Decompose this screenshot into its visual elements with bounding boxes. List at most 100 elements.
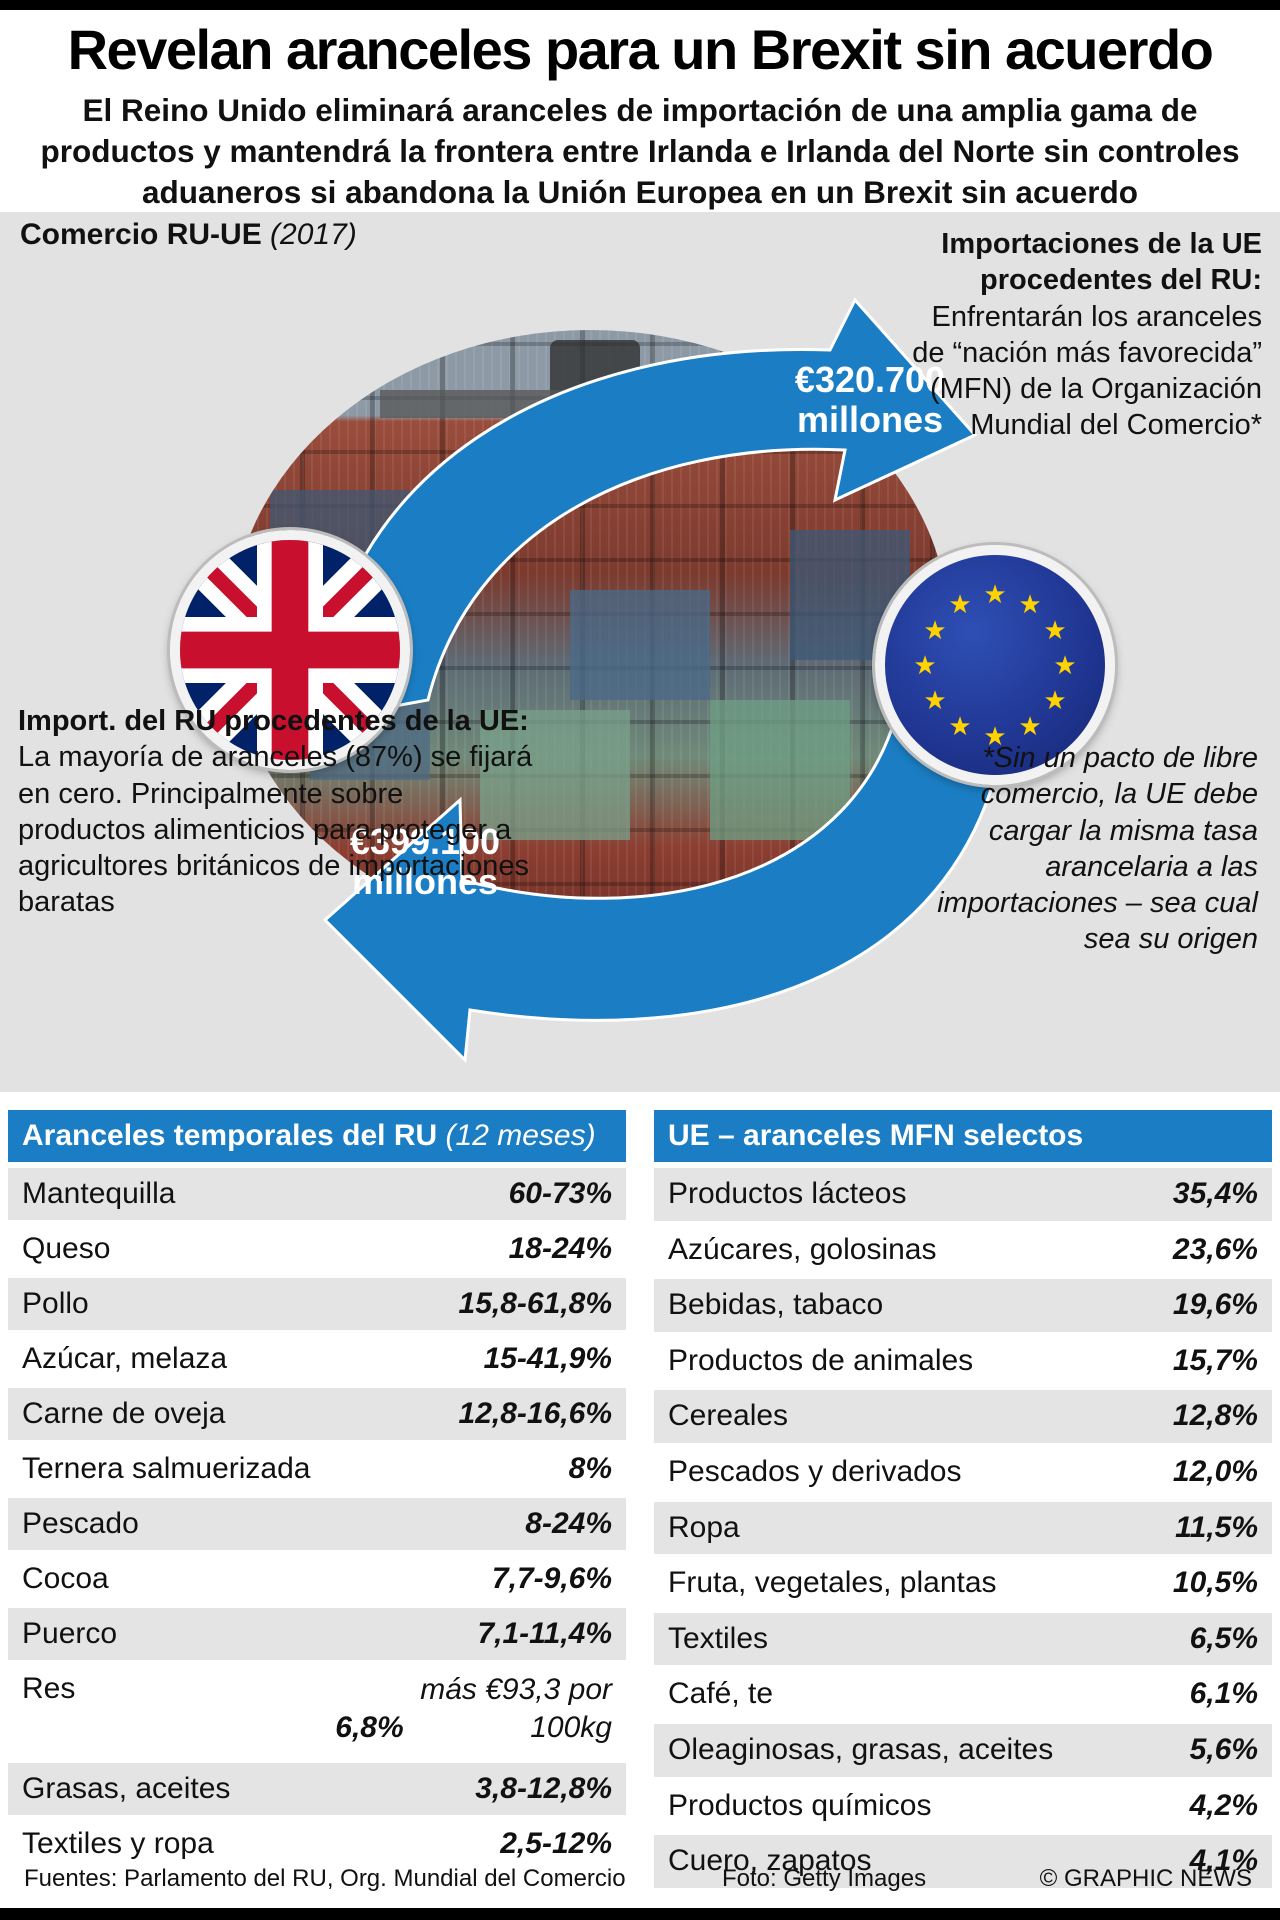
svg-text:★: ★ xyxy=(1053,651,1076,681)
row-value: 5,6% xyxy=(1189,1732,1258,1766)
table-row: Productos químicos 4,2% xyxy=(654,1779,1272,1836)
row-value: 10,5% xyxy=(1172,1566,1258,1600)
row-value: 15,7% xyxy=(1172,1343,1258,1377)
uk-table-title: Aranceles temporales del RU xyxy=(22,1119,438,1152)
row-label: Café, te xyxy=(668,1677,774,1711)
table-row: Pescado 8-24% xyxy=(8,1498,626,1553)
table-row: Cereales 12,8% xyxy=(654,1390,1272,1446)
subheadline: El Reino Unido eliminará aranceles de im… xyxy=(40,92,1240,210)
table-row: Cuero, zapatos 4,1% xyxy=(654,1835,1272,1891)
table-row: Carne de oveja 12,8-16,6% xyxy=(8,1388,626,1443)
table-row: Ternera salmuerizada 8% xyxy=(8,1443,626,1498)
uk-tariff-table: Mantequilla 60-73% Queso 18-24% Pollo 15,8-… xyxy=(8,1168,626,1873)
row-label: Azúcar, melaza xyxy=(22,1342,228,1375)
row-value: 15,8-61,8% xyxy=(458,1287,612,1320)
svg-text:★: ★ xyxy=(948,712,971,742)
row-label: Pescados y derivados xyxy=(668,1454,962,1488)
row-value: 8-24% xyxy=(525,1507,612,1540)
import-amount-value: €399.100 xyxy=(349,821,501,862)
row-value: 23,6% xyxy=(1172,1232,1258,1266)
eu-table-title: UE – aranceles MFN selectos xyxy=(668,1119,1084,1152)
row-value: 12,8% xyxy=(1172,1399,1258,1433)
uk-import-heading: Import. del RU procedentes de la UE: xyxy=(18,705,529,737)
uk-import-description: Import. del RU procedentes de la UE: La … xyxy=(18,703,538,921)
row-value-main: 6,8% xyxy=(335,1711,404,1744)
row-value: 35,4% xyxy=(1172,1177,1258,1210)
trade-title-text: Comercio RU-UE xyxy=(20,218,262,251)
uk-table-period: (12 meses) xyxy=(445,1119,596,1152)
footnote: *Sin un pacto de libre comercio, la UE d… xyxy=(937,742,1258,956)
table-row: Azúcares, golosinas 23,6% xyxy=(654,1223,1272,1280)
row-value: 7,7-9,6% xyxy=(491,1562,612,1595)
eu-tariff-table: Productos lácteos 35,4% Azúcares, golosin… xyxy=(654,1168,1272,1891)
row-label: Mantequilla xyxy=(22,1177,176,1210)
svg-text:★: ★ xyxy=(1018,590,1041,620)
row-label: Oleaginosas, grasas, aceites xyxy=(668,1732,1054,1766)
row-label: Grasas, aceites xyxy=(22,1772,231,1805)
row-value: 18-24% xyxy=(508,1232,612,1265)
svg-text:★: ★ xyxy=(913,651,936,681)
footer-copyright: © GRAPHIC NEWS xyxy=(1039,1865,1252,1892)
headline: Revelan aranceles para un Brexit sin acu… xyxy=(67,18,1214,81)
table-row: Textiles y ropa 2,5-12% xyxy=(8,1818,626,1873)
table-row: Puerco 7,1-11,4% xyxy=(8,1608,626,1663)
table-row: Mantequilla 60-73% xyxy=(8,1168,626,1223)
svg-text:★: ★ xyxy=(923,616,946,646)
row-label: Ropa xyxy=(668,1510,740,1544)
table-row: Café, te 6,1% xyxy=(654,1668,1272,1724)
top-rule xyxy=(0,0,1280,10)
eu-flag-icon: ★ ★ ★ ★ ★ ★ ★ ★ ★ ★ ★ ★ xyxy=(875,545,1115,785)
eu-table-header: UE – aranceles MFN selectos xyxy=(654,1110,1272,1162)
row-label: Queso xyxy=(22,1232,111,1265)
table-row: Res 6,8% más €93,3 por 100kg xyxy=(8,1663,626,1763)
row-value: 12,8-16,6% xyxy=(458,1397,612,1430)
row-label: Cereales xyxy=(668,1399,789,1433)
table-row: Bebidas, tabaco 19,6% xyxy=(654,1279,1272,1335)
table-row: Azúcar, melaza 15-41,9% xyxy=(8,1333,626,1388)
row-label: Carne de oveja xyxy=(22,1397,226,1430)
row-label: Fruta, vegetales, plantas xyxy=(668,1566,997,1600)
row-value-extra: más €93,3 por 100kg xyxy=(420,1673,612,1744)
svg-text:★: ★ xyxy=(1043,616,1066,646)
row-value: 6,8% más €93,3 por 100kg xyxy=(335,1663,612,1747)
eu-import-heading: Importaciones de la UE procedentes del R… xyxy=(941,228,1262,297)
row-value: 11,5% xyxy=(1175,1510,1258,1544)
row-value: 4,1% xyxy=(1189,1844,1258,1878)
row-label: Ternera salmuerizada xyxy=(22,1452,311,1485)
row-label: Productos lácteos xyxy=(668,1177,907,1210)
svg-text:★: ★ xyxy=(983,722,1006,752)
row-value: 15-41,9% xyxy=(483,1342,612,1375)
bottom-rule xyxy=(0,1908,1280,1920)
row-label: Textiles xyxy=(668,1621,769,1655)
svg-text:★: ★ xyxy=(923,686,946,716)
table-row: Ropa 11,5% xyxy=(654,1501,1272,1558)
table-row: Grasas, aceites 3,8-12,8% xyxy=(8,1763,626,1818)
table-row: Productos lácteos 35,4% xyxy=(654,1168,1272,1224)
svg-text:★: ★ xyxy=(1043,686,1066,716)
row-value: 2,5-12% xyxy=(500,1827,612,1860)
table-row: Cocoa 7,7-9,6% xyxy=(8,1553,626,1608)
row-value: 6,5% xyxy=(1189,1621,1258,1655)
row-label: Textiles y ropa xyxy=(22,1827,214,1860)
uk-import-text: La mayoría de aranceles (87%) se fijará … xyxy=(18,741,533,919)
row-label: Pollo xyxy=(22,1287,89,1320)
row-label: Azúcares, golosinas xyxy=(668,1232,937,1266)
export-amount: €320.700 millones xyxy=(770,359,970,441)
table-row: Fruta, vegetales, plantas 10,5% xyxy=(654,1557,1272,1613)
row-label: Cocoa xyxy=(22,1562,109,1595)
row-label: Res xyxy=(22,1672,76,1705)
export-amount-value: €320.700 xyxy=(794,359,946,400)
import-amount: €399.100 millones xyxy=(330,821,520,903)
eu-import-description: Importaciones de la UE procedentes del R… xyxy=(902,226,1262,444)
uk-flag-icon xyxy=(170,530,410,770)
table-row: Oleaginosas, grasas, aceites 5,6% xyxy=(654,1723,1272,1780)
table-row: Textiles 6,5% xyxy=(654,1612,1272,1669)
row-label: Productos químicos xyxy=(668,1788,932,1822)
export-amount-unit: millones xyxy=(796,399,944,441)
row-label: Bebidas, tabaco xyxy=(668,1288,884,1322)
svg-text:★: ★ xyxy=(1018,712,1041,742)
table-row: Pollo 15,8-61,8% xyxy=(8,1278,626,1333)
trade-title: Comercio RU-UE (2017) xyxy=(20,218,357,252)
row-value: 6,1% xyxy=(1189,1677,1258,1711)
row-label: Pescado xyxy=(22,1507,139,1540)
